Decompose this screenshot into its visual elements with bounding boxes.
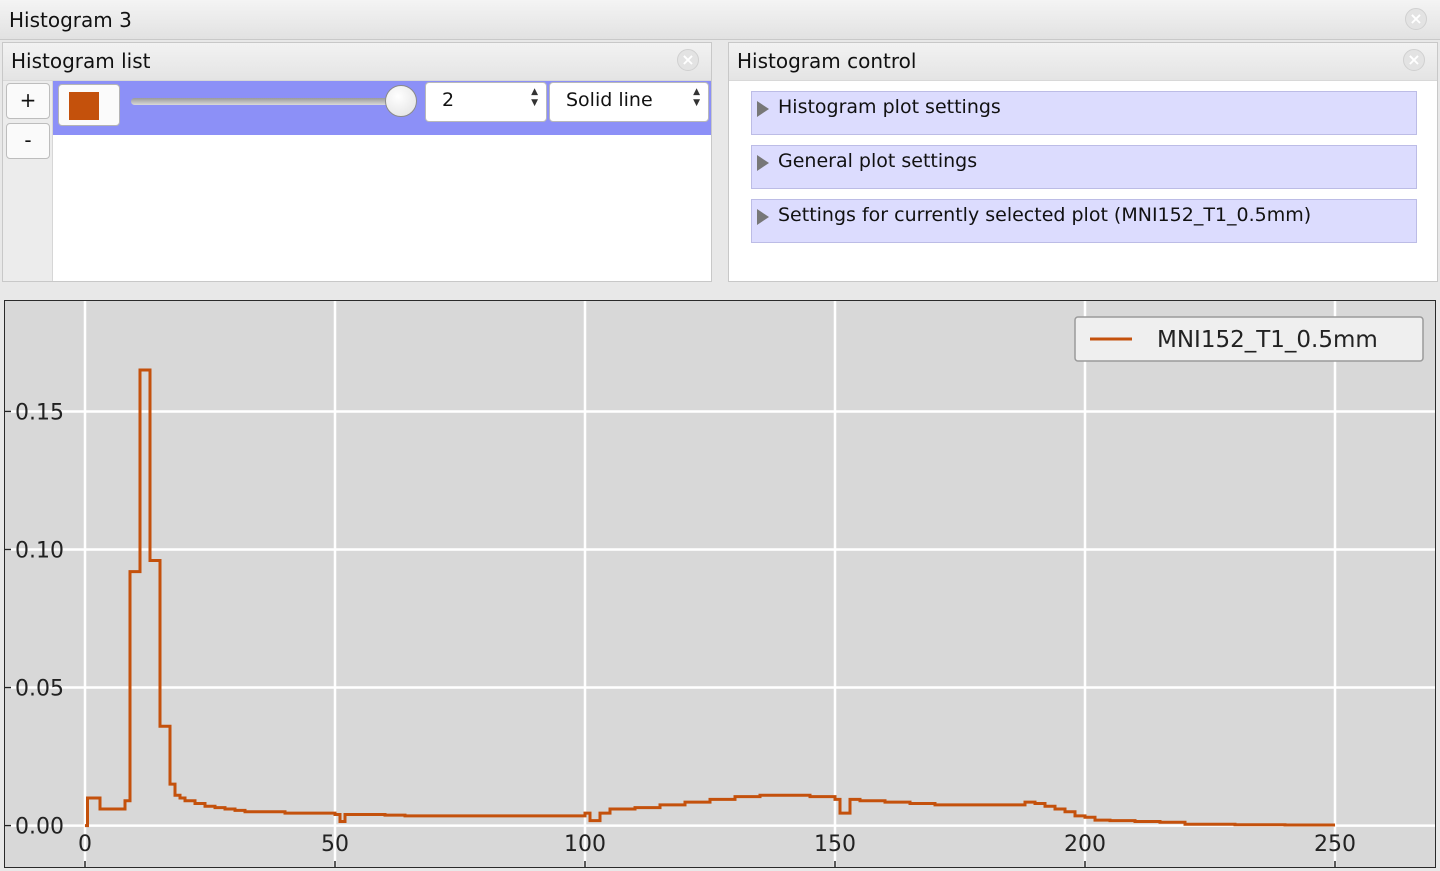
y-tick-label: 0.00	[15, 815, 64, 840]
series-line	[85, 368, 1335, 828]
alpha-slider-thumb[interactable]	[385, 85, 417, 117]
line-width-spinner[interactable]: 2 ▲ ▼	[425, 82, 547, 122]
histogram-list-close-icon[interactable]: ×	[677, 49, 699, 71]
y-tick-label: 0.10	[15, 538, 64, 563]
y-tick-label: 0.05	[15, 677, 64, 702]
section-label: Settings for currently selected plot (MN…	[778, 204, 1312, 226]
x-tick-label: 200	[1064, 832, 1106, 857]
histogram-control-header: Histogram control ×	[729, 43, 1437, 81]
expand-triangle-icon[interactable]	[757, 155, 769, 171]
x-tick-label: 250	[1314, 832, 1356, 857]
list-controls: + -	[3, 81, 53, 281]
color-swatch	[69, 92, 99, 120]
histogram-list-panel: Histogram list × + - 2 ▲ ▼ Solid line ▲ ▼	[2, 42, 712, 282]
section-label: General plot settings	[778, 150, 978, 172]
expand-triangle-icon[interactable]	[757, 101, 769, 117]
window-close-icon[interactable]: ×	[1405, 8, 1427, 30]
section-selected-plot-settings[interactable]: Settings for currently selected plot (MN…	[751, 199, 1417, 243]
spinner-arrows-icon[interactable]: ▲ ▼	[531, 87, 538, 108]
line-style-value: Solid line	[566, 89, 653, 111]
section-label: Histogram plot settings	[778, 96, 1001, 118]
color-picker-button[interactable]	[58, 84, 120, 126]
x-tick-label: 100	[564, 832, 606, 857]
remove-histogram-button[interactable]: -	[6, 123, 50, 159]
section-histogram-plot-settings[interactable]: Histogram plot settings	[751, 91, 1417, 135]
window-title-bar: Histogram 3 ×	[0, 0, 1440, 40]
histogram-control-title: Histogram control	[737, 49, 917, 73]
histogram-list-header: Histogram list ×	[3, 43, 711, 81]
histogram-list-title: Histogram list	[11, 49, 151, 73]
histogram-control-close-icon[interactable]: ×	[1403, 49, 1425, 71]
histogram-plot-svg: 0 50 100 150 200 250 0.00 0.05 0.10 0.15 MNI152_T1…	[5, 301, 1435, 867]
select-arrows-icon[interactable]: ▲ ▼	[693, 87, 700, 108]
expand-triangle-icon[interactable]	[757, 209, 769, 225]
histogram-control-panel: Histogram control × Histogram plot setti…	[728, 42, 1438, 282]
histogram-plot[interactable]: 0 50 100 150 200 250 0.00 0.05 0.10 0.15 MNI152_T1…	[4, 300, 1436, 868]
y-tick-label: 0.15	[15, 400, 64, 425]
x-tick-label: 150	[814, 832, 856, 857]
legend-label: MNI152_T1_0.5mm	[1157, 327, 1378, 353]
window-title: Histogram 3	[9, 8, 132, 32]
alpha-slider[interactable]	[131, 98, 403, 105]
line-style-select[interactable]: Solid line ▲ ▼	[549, 82, 709, 122]
section-general-plot-settings[interactable]: General plot settings	[751, 145, 1417, 189]
x-tick-label: 0	[78, 832, 92, 857]
legend-box	[1074, 316, 1424, 362]
line-width-value: 2	[442, 89, 455, 111]
x-tick-label: 50	[321, 832, 349, 857]
add-histogram-button[interactable]: +	[6, 83, 50, 119]
histogram-list-item[interactable]: 2 ▲ ▼ Solid line ▲ ▼	[53, 81, 711, 135]
